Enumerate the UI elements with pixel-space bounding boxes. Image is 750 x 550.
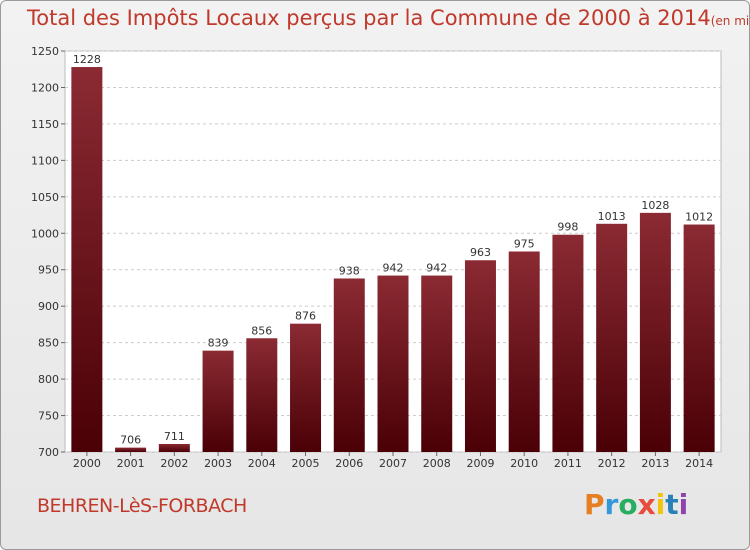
logo-letter: r [604,488,619,521]
title-text: Total des Impôts Locaux perçus par la Co… [27,6,711,30]
x-tick-label: 2011 [554,457,582,470]
bar [596,223,628,452]
y-tick-label: 750 [38,410,59,423]
x-tick-label: 2003 [204,457,232,470]
y-tick-label: 1250 [31,45,59,58]
bar [333,278,365,452]
data-label: 839 [208,337,229,350]
y-tick-label: 1100 [31,154,59,167]
data-label: 938 [339,264,360,277]
x-tick-label: 2005 [292,457,320,470]
bar [202,350,234,452]
data-label: 975 [514,238,535,251]
data-label: 711 [164,430,185,443]
logo-letter: t [665,488,679,521]
x-tick-label: 2014 [685,457,713,470]
data-label: 963 [470,246,491,259]
x-tick-label: 2006 [335,457,363,470]
x-tick-label: 2001 [117,457,145,470]
data-label: 876 [295,310,316,323]
x-tick-label: 2002 [160,457,188,470]
y-tick-label: 700 [38,446,59,459]
x-tick-label: 2010 [510,457,538,470]
logo-letter: i [655,488,666,521]
x-tick-label: 2012 [598,457,626,470]
proxiti-logo: Proxiti [584,488,688,521]
x-tick-label: 2004 [248,457,276,470]
data-label: 1013 [598,210,626,223]
y-tick-label: 1050 [31,191,59,204]
bar [158,443,190,452]
x-tick-label: 2008 [423,457,451,470]
data-label: 706 [120,434,141,447]
data-label: 856 [251,324,272,337]
data-label: 998 [557,221,578,234]
logo-letter: i [678,488,689,521]
x-tick-label: 2007 [379,457,407,470]
data-label: 1028 [641,199,669,212]
data-label: 1012 [685,211,713,224]
x-tick-label: 2000 [73,457,101,470]
y-tick-label: 800 [38,373,59,386]
logo-letter: P [584,488,605,521]
x-tick-label: 2009 [466,457,494,470]
y-tick-label: 850 [38,337,59,350]
bar [377,275,409,452]
bar [464,260,496,452]
logo-letter: x [637,488,656,521]
bar [683,224,715,452]
y-tick-label: 900 [38,300,59,313]
commune-name: BEHREN-LèS-FORBACH [37,495,247,517]
bar [639,212,671,452]
data-label: 942 [426,262,447,275]
bar [421,275,453,452]
logo-letter: o [618,488,638,521]
x-tick-label: 2013 [641,457,669,470]
y-tick-label: 1000 [31,227,59,240]
title-unit: (en milliers d'€) [710,14,750,28]
bar [290,323,322,452]
data-label: 1228 [73,53,101,66]
bar [71,67,103,452]
bar [246,338,278,452]
bar [115,447,147,452]
bar [508,251,540,452]
y-tick-label: 1200 [31,81,59,94]
bar [552,234,584,452]
chart-title: Total des Impôts Locaux perçus par la Co… [27,6,750,30]
y-tick-label: 950 [38,264,59,277]
data-label: 942 [383,262,404,275]
y-tick-label: 1150 [31,118,59,131]
